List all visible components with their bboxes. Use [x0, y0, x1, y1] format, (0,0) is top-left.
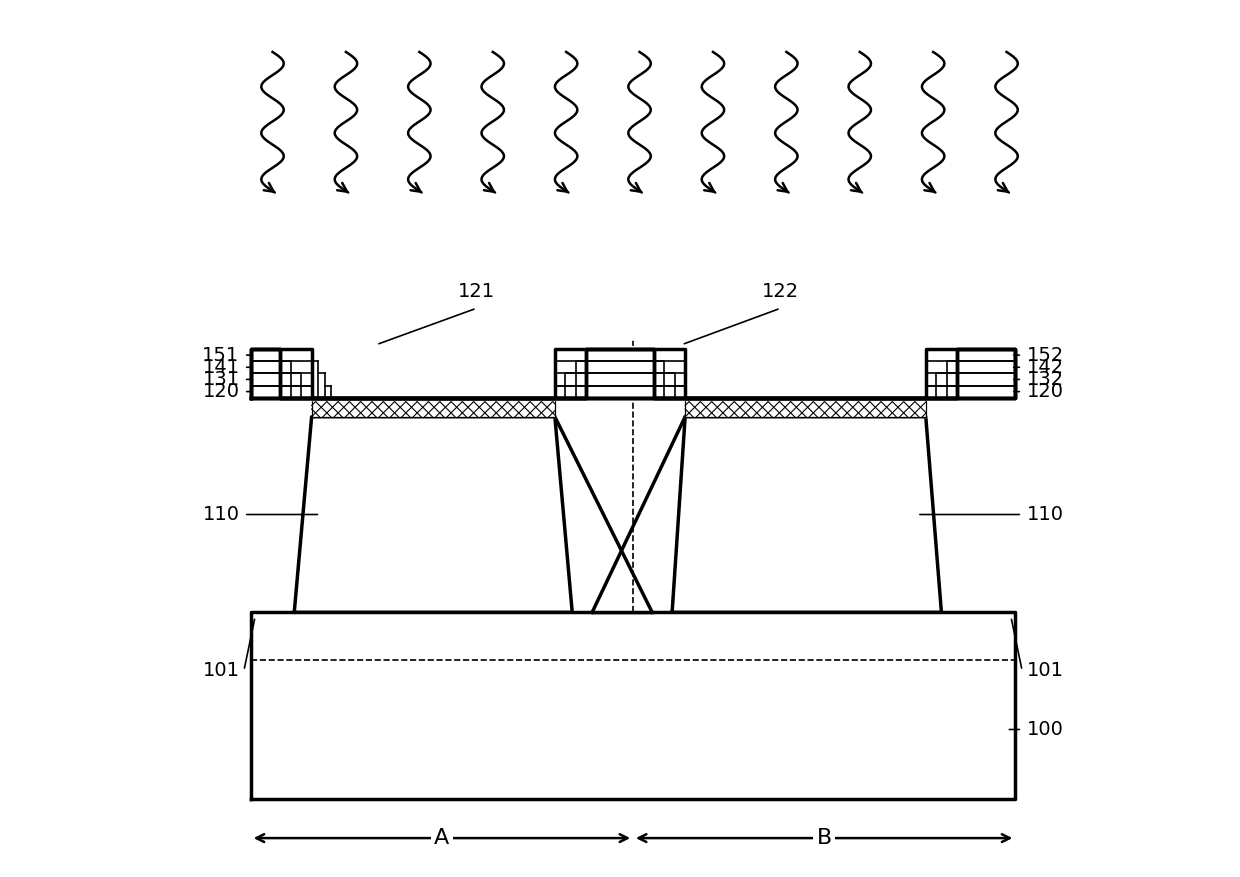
Text: 122: 122: [763, 282, 800, 302]
Text: A: A: [434, 828, 450, 848]
Text: 141: 141: [202, 358, 239, 377]
Text: 131: 131: [202, 370, 239, 389]
Polygon shape: [250, 386, 1016, 397]
Text: 142: 142: [1027, 358, 1064, 377]
Polygon shape: [250, 361, 1016, 397]
Text: 110: 110: [1027, 505, 1064, 524]
Text: B: B: [816, 828, 832, 848]
Text: 100: 100: [1027, 720, 1064, 739]
Text: 120: 120: [202, 382, 239, 401]
Polygon shape: [686, 397, 926, 417]
Polygon shape: [250, 349, 1016, 397]
Text: 152: 152: [1027, 346, 1064, 365]
Text: 120: 120: [1027, 382, 1064, 401]
Text: 132: 132: [1027, 370, 1064, 389]
Polygon shape: [294, 417, 572, 612]
Polygon shape: [250, 349, 1016, 397]
Polygon shape: [311, 397, 554, 417]
Text: 101: 101: [1027, 661, 1064, 681]
Polygon shape: [250, 612, 1016, 799]
Polygon shape: [250, 374, 1016, 397]
Polygon shape: [554, 417, 686, 612]
Text: 121: 121: [458, 282, 495, 302]
Text: 110: 110: [202, 505, 239, 524]
Polygon shape: [672, 417, 941, 612]
Text: 151: 151: [202, 346, 239, 365]
Polygon shape: [250, 349, 1016, 397]
Polygon shape: [554, 417, 686, 612]
Text: 101: 101: [202, 661, 239, 681]
